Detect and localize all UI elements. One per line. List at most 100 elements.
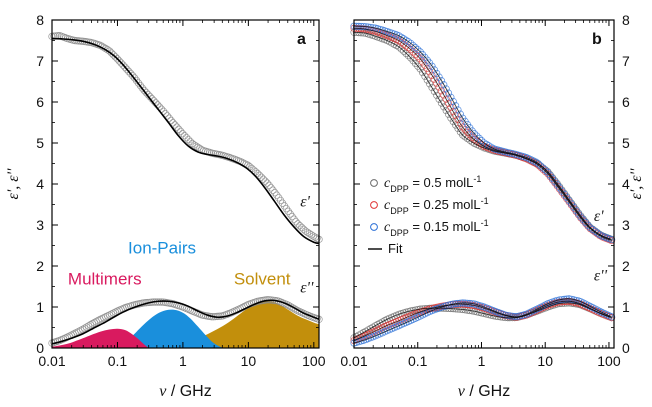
- solvent-area: [156, 301, 319, 348]
- eps-prime-data-marker: [188, 139, 196, 148]
- legend-subscript: DPP: [390, 184, 409, 194]
- marker-c025-eps-prime: [470, 136, 479, 144]
- marker-c015-eps-prime: [449, 97, 457, 106]
- eps-prime-data-marker: [282, 204, 291, 213]
- eps-double-prime-data-marker: [90, 319, 98, 327]
- panel-b-eps-double-prime-label: ε'': [594, 267, 608, 284]
- marker-c025-eps-prime: [404, 44, 412, 52]
- eps-prime-data-marker: [257, 173, 266, 181]
- eps-prime-data-marker: [177, 127, 185, 136]
- x-tick-label: 1: [179, 353, 187, 369]
- eps-prime-data-marker: [259, 175, 267, 183]
- eps-prime-data-marker: [255, 171, 264, 179]
- eps-prime-data-marker: [129, 72, 137, 80]
- eps-prime-fit-line: [51, 37, 320, 245]
- marker-c025-eps-prime: [447, 103, 455, 112]
- y-tick-label: 0: [622, 340, 630, 356]
- x-axis-label-a: ν / GHz: [159, 383, 211, 400]
- x-axis-unit: / GHz: [465, 383, 510, 400]
- eps-double-prime-fit-line: [51, 299, 320, 345]
- legend-fit-label: Fit: [388, 241, 403, 256]
- marker-c015-eps-prime: [444, 89, 453, 97]
- marker-c015-eps-prime: [478, 137, 486, 145]
- marker-c05-eps-prime: [435, 95, 443, 103]
- eps-prime-data-marker: [136, 81, 145, 90]
- marker-c015-eps-prime: [541, 166, 549, 174]
- eps-prime-data-marker: [278, 199, 287, 207]
- eps-double-prime-data-marker: [284, 301, 292, 309]
- eps-prime-data-marker: [180, 132, 189, 140]
- panel-a: 0.01 0.1 1 10 100 0 1 2 3 4 5 6 7 8 a ε' ε'' Multimer…: [36, 12, 326, 369]
- marker-c015-eps-prime: [577, 213, 585, 221]
- eps-prime-data-marker: [113, 55, 121, 63]
- ion-pairs-label: Ion-Pairs: [128, 239, 196, 258]
- y-axis-label-right: ε', ε'': [628, 168, 645, 199]
- marker-c025-eps-prime: [466, 131, 474, 139]
- eps-prime-data-marker: [109, 51, 118, 59]
- panel-b-plot-area: [350, 22, 616, 347]
- legend-marker: [370, 201, 378, 209]
- marker-c05-eps-prime: [437, 99, 445, 107]
- eps-double-prime-data-marker: [102, 313, 110, 321]
- eps-prime-data-marker: [119, 61, 127, 69]
- y-tick-label: 1: [622, 299, 630, 315]
- marker-c015-eps-prime: [539, 164, 547, 172]
- marker-c05-eps-prime: [411, 59, 419, 68]
- legend-symbol: c: [384, 176, 391, 191]
- y-tick-label: 1: [36, 299, 44, 315]
- marker-c05-eps-prime: [426, 80, 434, 88]
- marker-c015-eps-prime: [435, 73, 443, 81]
- y-tick-label: 8: [622, 12, 630, 28]
- legend-marker: [370, 223, 378, 231]
- marker-c015-eps-prime: [440, 81, 448, 89]
- panel-a-ticks: 0.01 0.1 1 10 100 0 1 2 3 4 5 6 7 8: [36, 12, 326, 369]
- marker-c025-eps-prime: [442, 95, 450, 103]
- legend-text: = 0.25 molL: [409, 197, 481, 212]
- legend-symbol: c: [384, 198, 391, 213]
- y-tick-label: 8: [36, 12, 44, 28]
- marker-c05-eps-prime: [461, 133, 469, 141]
- eps-prime-data-marker: [303, 228, 312, 237]
- eps-prime-data-marker: [184, 135, 193, 144]
- marker-c015-eps-prime: [579, 216, 587, 224]
- eps-double-prime-data-marker: [286, 302, 294, 311]
- marker-c015-eps-prime: [454, 106, 462, 114]
- marker-c05-eps-prime: [447, 114, 455, 122]
- ion_pairs-area: [111, 309, 224, 348]
- x-tick-label: 10: [241, 353, 257, 369]
- marker-c015-eps-prime: [470, 130, 479, 138]
- eps-prime-data-marker: [292, 218, 300, 226]
- fit-line-c015-eps-prime: [353, 25, 612, 241]
- eps-prime-data-marker: [280, 202, 289, 210]
- y-tick-label: 3: [36, 217, 44, 233]
- legend-entry: cDPP = 0.5 molL-1: [370, 174, 481, 194]
- marker-c05-eps-prime: [409, 57, 417, 65]
- eps-prime-data-marker: [313, 234, 321, 242]
- marker-c05-eps-prime: [421, 72, 429, 80]
- y-tick-label: 6: [36, 94, 44, 110]
- marker-c015-eps-prime: [442, 85, 450, 93]
- legend-label: cDPP = 0.15 molL-1: [384, 218, 489, 238]
- x-axis-label-b: ν / GHz: [458, 383, 510, 400]
- marker-c025-eps-prime: [444, 99, 453, 107]
- legend-label: cDPP = 0.5 molL-1: [384, 174, 481, 194]
- marker-c015-eps-prime: [409, 41, 417, 50]
- eps-prime-data-marker: [121, 63, 129, 71]
- marker-c015-eps-prime: [591, 227, 599, 235]
- marker-c015-eps-prime: [416, 48, 424, 56]
- marker-c015-eps-prime: [534, 160, 542, 168]
- solvent-label: Solvent: [234, 269, 291, 288]
- eps-prime-data-marker: [284, 207, 292, 215]
- legend-symbol: c: [384, 220, 391, 235]
- eps-double-prime-data-marker: [100, 314, 108, 322]
- eps-prime-data-marker: [142, 88, 150, 97]
- x-tick-label: 1: [478, 353, 486, 369]
- eps-prime-data-marker: [182, 133, 191, 142]
- marker-c025-eps-prime: [440, 91, 448, 99]
- legend-subscript: DPP: [390, 206, 409, 216]
- x-tick-label: 0.01: [38, 353, 65, 369]
- eps-prime-data-marker: [286, 210, 294, 218]
- eps-prime-data-marker: [301, 227, 310, 235]
